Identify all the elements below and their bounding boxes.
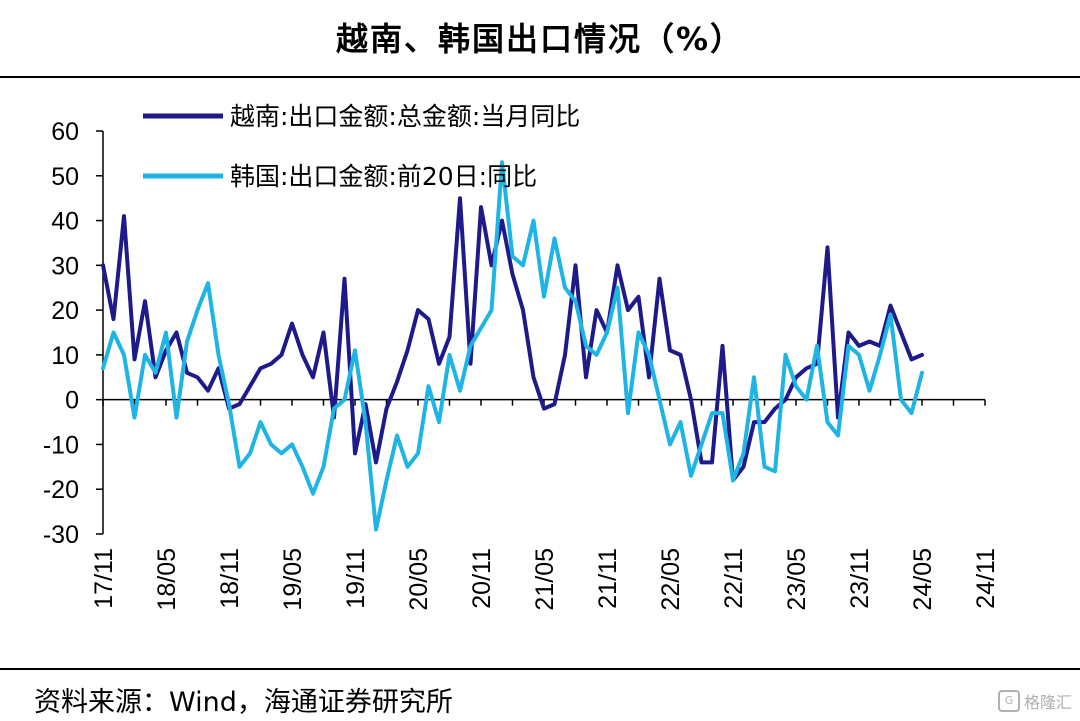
title-bar: 越南、韩国出口情况（%）	[0, 0, 1080, 76]
series-line-2	[101, 160, 924, 532]
x-tick-label: 23/11	[846, 548, 874, 609]
watermark-logo-icon: G	[997, 690, 1020, 712]
watermark-text: 格隆汇	[1023, 693, 1072, 712]
x-tick-label: 22/05	[657, 548, 685, 611]
x-tick-label: 23/05	[783, 548, 811, 611]
title-rule	[0, 76, 1080, 78]
legend-label-2: 韩国:出口金额:前20日:同比	[230, 162, 537, 191]
y-tick-label: 0	[65, 387, 79, 415]
y-tick-label: 20	[51, 297, 79, 325]
x-tick-label: 24/05	[909, 548, 937, 611]
y-tick-label: -20	[43, 476, 79, 504]
chart-title: 越南、韩国出口情况（%）	[335, 20, 745, 58]
y-tick-label: -10	[43, 431, 79, 459]
y-tick-label: 30	[51, 252, 79, 280]
export-line-chart: 60 50 40 30 20 10 0 -10 -20 -30 17/11 18/05 18/11 19/…	[43, 102, 1000, 611]
x-tick-label: 20/11	[468, 548, 496, 609]
y-tick-label: -30	[43, 521, 79, 549]
y-tick-label: 40	[51, 208, 79, 236]
x-tick-label: 17/11	[90, 548, 118, 609]
y-tick-label: 60	[51, 118, 79, 146]
watermark: G 格隆汇	[997, 689, 1072, 713]
x-tick-label: 18/11	[216, 548, 244, 609]
series-line-1	[101, 196, 924, 483]
x-tick-label: 22/11	[720, 548, 748, 609]
x-tick-label: 20/05	[405, 548, 433, 611]
y-tick-label: 50	[51, 163, 79, 191]
y-tick-label: 10	[51, 342, 79, 370]
source-note: 资料来源：Wind，海通证券研究所	[34, 687, 453, 718]
legend-label-1: 越南:出口金额:总金额:当月同比	[230, 102, 580, 131]
x-tick-label: 21/05	[531, 548, 559, 611]
x-tick-label: 19/05	[279, 548, 307, 611]
x-tick-label: 19/11	[342, 548, 370, 609]
x-tick-label: 21/11	[594, 548, 622, 609]
x-tick-label: 24/11	[972, 548, 1000, 609]
footer-rule	[0, 668, 1080, 670]
x-tick-label: 18/05	[153, 548, 181, 611]
